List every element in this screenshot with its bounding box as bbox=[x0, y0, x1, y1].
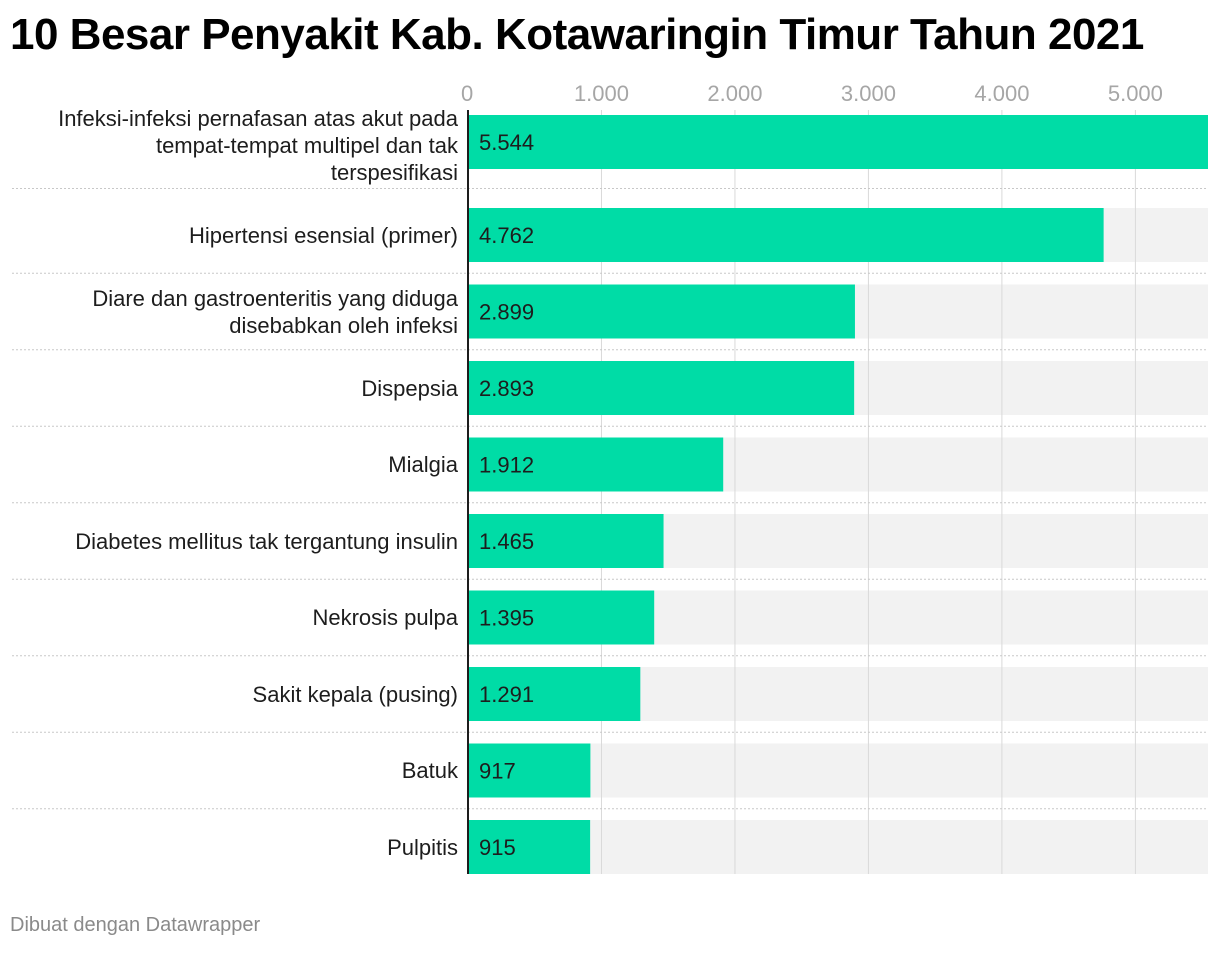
bar-value-label: 915 bbox=[479, 835, 516, 860]
category-label: Hipertensi esensial (primer) bbox=[189, 222, 458, 248]
category-label: Pulpitis bbox=[387, 834, 458, 860]
bar-value-label: 1.395 bbox=[479, 606, 534, 631]
category-label: Diare dan gastroenteritis yang diduga dis… bbox=[92, 285, 458, 338]
bar bbox=[468, 284, 855, 339]
category-label: Mialgia bbox=[388, 452, 458, 477]
bar-value-label: 5.544 bbox=[479, 130, 534, 155]
category-label: Sakit kepala (pusing) bbox=[252, 681, 458, 707]
datawrapper-credit: Dibuat dengan Datawrapper bbox=[10, 914, 261, 936]
bar bbox=[468, 208, 1104, 262]
bar bbox=[468, 743, 591, 798]
x-tick-label: 0 bbox=[461, 81, 473, 106]
bar bbox=[468, 820, 591, 874]
bar-value-label: 1.465 bbox=[479, 529, 534, 554]
bar bbox=[468, 590, 655, 645]
bar-value-label: 1.912 bbox=[479, 453, 534, 478]
bar-track bbox=[468, 820, 1208, 874]
x-tick-label: 2.000 bbox=[707, 81, 762, 106]
category-label: Diabetes mellitus tak tergantung insulin bbox=[75, 528, 458, 554]
bar-value-label: 2.893 bbox=[479, 376, 534, 401]
category-label: Infeksi-infeksi pernafasan atas akut pad… bbox=[58, 105, 458, 185]
chart-title: 10 Besar Penyakit Kab. Kotawaringin Timu… bbox=[10, 10, 1144, 59]
bar bbox=[468, 667, 641, 721]
category-label: Batuk bbox=[401, 758, 458, 783]
x-tick-label: 5.000 bbox=[1108, 81, 1163, 106]
bar bbox=[468, 115, 1208, 169]
x-tick-label: 1.000 bbox=[574, 81, 629, 106]
bar bbox=[468, 437, 724, 492]
bar-track bbox=[468, 743, 1208, 798]
category-label: Nekrosis pulpa bbox=[312, 605, 458, 630]
bar-value-label: 2.899 bbox=[479, 300, 534, 325]
category-label: Dispepsia bbox=[361, 375, 458, 401]
bar bbox=[468, 514, 664, 568]
x-tick-label: 4.000 bbox=[974, 81, 1029, 106]
bar-value-label: 917 bbox=[479, 759, 516, 784]
bar-value-label: 1.291 bbox=[479, 682, 534, 707]
x-tick-label: 3.000 bbox=[841, 81, 896, 106]
bar bbox=[468, 361, 855, 415]
bar-value-label: 4.762 bbox=[479, 223, 534, 248]
